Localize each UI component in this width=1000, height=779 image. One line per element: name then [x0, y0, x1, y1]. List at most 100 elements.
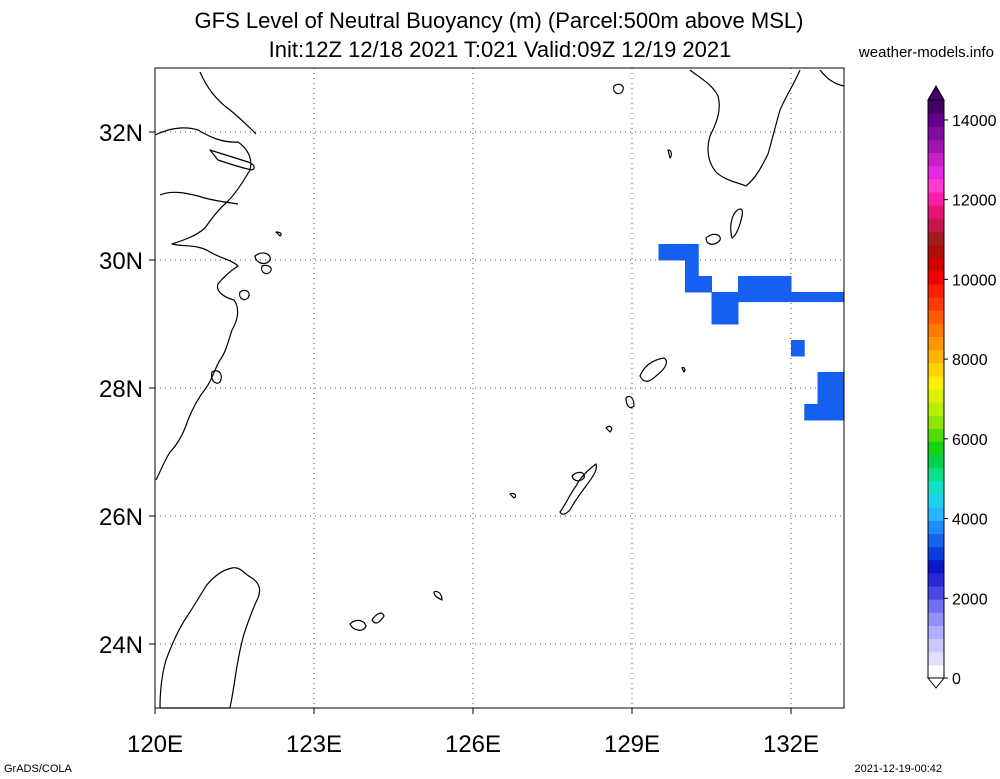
coastline-yangtze-upper [199, 71, 257, 135]
colorbar-bin [928, 270, 944, 285]
colorbar-bin [928, 231, 944, 245]
colorbar-bin [928, 454, 944, 469]
shaded-cell [738, 276, 792, 293]
colorbar-bin [928, 297, 944, 311]
chart-title: GFS Level of Neutral Buoyancy (m) (Parce… [194, 8, 804, 33]
lat-label: 28N [99, 376, 143, 403]
colorbar-bottom-arrow [926, 677, 946, 689]
island-tanegashima [730, 208, 743, 239]
colorbar-bin [928, 362, 944, 377]
lon-label: 129E [604, 731, 660, 758]
shaded-cell [685, 260, 699, 277]
colorbar-bin [928, 467, 944, 482]
footer-timestamp: 2021-12-19-00:42 [854, 763, 942, 775]
colorbar-bin [928, 625, 944, 640]
island-coast-3 [275, 231, 282, 237]
island-okinawa [559, 463, 597, 515]
island-okinawa-n [571, 471, 585, 482]
island-zhoushan-2 [261, 264, 272, 275]
colorbar-bin [928, 520, 944, 534]
lat-label: 32N [99, 120, 143, 147]
coastlines [154, 69, 845, 709]
island-kume [509, 492, 517, 499]
shaded-cell [804, 404, 845, 421]
island-tokunoshima [625, 395, 635, 409]
gridlines [155, 68, 844, 708]
coastline-hangzhou-bay [159, 191, 239, 205]
colorbar-bin [928, 612, 944, 626]
island-miyako [433, 590, 443, 601]
colorbar-top-arrow [927, 84, 945, 101]
lat-label: 30N [99, 248, 143, 275]
island-iriomote [371, 612, 385, 624]
island-okinoerabu [605, 425, 613, 433]
colorbar-bin [928, 323, 944, 337]
island-goto [613, 83, 624, 95]
colorbar-bin [928, 664, 944, 679]
colorbar-bin [928, 428, 944, 443]
coastline-china [154, 127, 252, 481]
colorbar-bin [928, 638, 944, 653]
island-zhoushan [254, 252, 271, 265]
colorbar-bin [928, 441, 944, 456]
colorbar-label: 6000 [952, 432, 988, 449]
colorbar-bin [928, 415, 944, 429]
colorbar-label: 8000 [952, 352, 988, 369]
island-yakushima [705, 233, 721, 245]
colorbar-bin [928, 546, 944, 561]
shaded-cell [738, 292, 845, 303]
shaded-cell [658, 244, 699, 261]
site-credit: weather-models.info [858, 44, 994, 61]
lon-label: 120E [127, 731, 183, 758]
colorbar-bin [928, 494, 944, 508]
coastline-kyushu [689, 69, 801, 187]
colorbar-bin [928, 191, 944, 206]
island-ishigaki [349, 619, 367, 631]
lon-label: 132E [763, 731, 819, 758]
colorbar-bin [928, 586, 944, 600]
colorbar-bin [928, 389, 944, 403]
colorbar-bin [928, 165, 944, 180]
colorbar-bin [928, 126, 944, 140]
colorbar-bin [928, 651, 944, 666]
colorbar-bin [928, 218, 944, 232]
axis-labels: 120E 123E 126E 129E 132E 24N 26N 28N 30N 32N [99, 120, 819, 758]
lon-label: 126E [445, 731, 501, 758]
colorbar-bin [928, 533, 944, 548]
island-koshiki [667, 149, 672, 159]
colorbar-bin [928, 152, 944, 167]
chart-subtitle: Init:12Z 12/18 2021 T:021 Valid:09Z 12/1… [268, 37, 732, 62]
colorbar-bin [928, 402, 944, 416]
lon-label: 123E [286, 731, 342, 758]
shaded-cell [711, 292, 739, 325]
colorbar-bin [928, 139, 944, 154]
colorbar-label: 14000 [952, 113, 997, 130]
colorbar-frame [927, 99, 945, 679]
island-amami [639, 357, 668, 382]
colorbar-label: 4000 [952, 512, 988, 529]
colorbar-label: 2000 [952, 591, 988, 608]
colorbar-bin [928, 178, 944, 193]
island-taiwan [159, 567, 261, 709]
island-coast-2 [211, 370, 222, 384]
colorbar-bin [928, 349, 944, 364]
colorbar-bin [928, 336, 944, 351]
lat-label: 26N [99, 504, 143, 531]
colorbar-bin [928, 599, 944, 613]
colorbar-bin [928, 205, 944, 219]
colorbar-label: 12000 [952, 193, 997, 210]
colorbar-bin [928, 100, 944, 114]
colorbar-bin [928, 572, 944, 587]
colorbar-bin [928, 507, 944, 521]
colorbar-bin [928, 559, 944, 574]
colorbar-label: 0 [952, 671, 961, 688]
coastline-yangtze-mouth [209, 149, 255, 171]
colorbar-bin [928, 244, 944, 259]
lat-label: 24N [99, 632, 143, 659]
shaded-cell [791, 340, 805, 357]
colorbar-bin [928, 480, 944, 495]
footer-credit: GrADS/COLA [4, 763, 72, 775]
colorbar-bin [928, 310, 944, 324]
